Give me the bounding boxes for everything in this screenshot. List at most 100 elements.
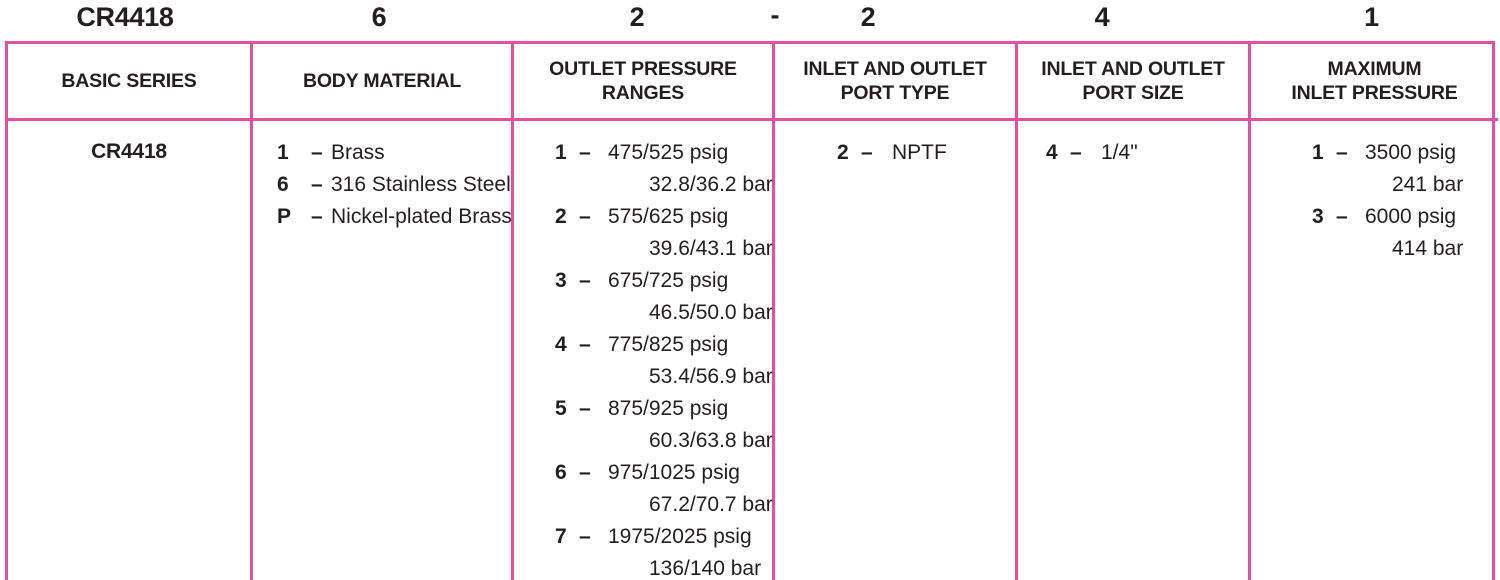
table-column-basic-series: BASIC SERIES CR4418 (8, 44, 253, 580)
option-row: 4–1/4" (1046, 137, 1248, 169)
column-header-text: INLET AND OUTLET PORT SIZE (1041, 57, 1225, 105)
option-row: 1– Brass (277, 137, 511, 169)
option-dash: – (579, 397, 591, 420)
option-list: 4–1/4" (1046, 137, 1248, 169)
option-item: 4–1/4" (1046, 137, 1248, 169)
column-header-line: PORT SIZE (1082, 82, 1184, 104)
option-label: 3500 psig (1365, 141, 1457, 164)
option-code: 2 (837, 141, 849, 164)
option-dash: – (579, 333, 591, 356)
option-code: 2 (555, 205, 567, 228)
option-code: P (277, 205, 292, 228)
option-dash: – (579, 205, 591, 228)
basic-series-value: CR4418 (91, 140, 167, 163)
option-label: Nickel-plated Brass (331, 205, 512, 228)
column-header-inlet-outlet-port-size: INLET AND OUTLET PORT SIZE (1018, 44, 1248, 121)
option-item: 2– NPTF (837, 137, 1015, 169)
column-header-line: OUTLET PRESSURE (549, 58, 737, 80)
option-code: 1 (277, 141, 289, 164)
option-label: 475/525 psig (608, 141, 729, 164)
option-sublabel: 39.6/43.1 bar (649, 237, 773, 260)
option-row: 1–475/525 psig (555, 137, 772, 169)
column-body-maximum-inlet-pressure: 1–3500 psig 241 bar 3–6000 psig 414 bar (1251, 121, 1498, 580)
option-label: 775/825 psig (608, 333, 729, 356)
table-column-inlet-outlet-port-type: INLET AND OUTLET PORT TYPE 2– NPTF (775, 44, 1018, 580)
option-list: 1– Brass 6–316 Stainless Steel P – Nickel-pla… (277, 137, 512, 233)
option-item: P – Nickel-plated Brass (277, 201, 512, 233)
option-item: 5–875/925 psig 60.3/63.8 bar (555, 393, 773, 457)
option-list: 1–3500 psig 241 bar 3–6000 psig 414 bar (1312, 137, 1498, 265)
option-code: 3 (1312, 205, 1324, 228)
column-header-line: PORT TYPE (840, 82, 950, 104)
option-row: 6–316 Stainless Steel (277, 169, 511, 201)
option-item: 4–775/825 psig 53.4/56.9 bar (555, 329, 773, 393)
option-sublabel: 32.8/36.2 bar (649, 173, 773, 196)
column-header-line: INLET AND OUTLET (803, 58, 987, 80)
column-header-text: OUTLET PRESSURE RANGES (549, 57, 737, 105)
option-list: 2– NPTF (837, 137, 1015, 169)
option-item: 7–1975/2025 psig 136/140 bar (555, 521, 772, 580)
option-dash: – (311, 205, 323, 228)
option-dash: – (861, 141, 873, 164)
option-code: 4 (1046, 141, 1058, 164)
ordering-code-strip: CR4418 6 2 2 4 1 - (0, 0, 1500, 38)
option-label: 6000 psig (1365, 205, 1457, 228)
column-header-outlet-pressure-ranges: OUTLET PRESSURE RANGES (514, 44, 772, 121)
option-dash: – (311, 173, 323, 196)
column-header-line: RANGES (601, 82, 685, 104)
option-sublabel: 414 bar (1392, 237, 1464, 260)
column-header-inlet-outlet-port-type: INLET AND OUTLET PORT TYPE (775, 44, 1015, 121)
column-header-basic-series: BASIC SERIES (8, 44, 250, 121)
option-row: 7–1975/2025 psig (555, 521, 772, 553)
ordering-code-segment: 2 (860, 2, 876, 32)
table-column-body-material: BODY MATERIAL 1– Brass 6–316 Stainless Stee… (253, 44, 514, 580)
option-item: 1–475/525 psig 32.8/36.2 bar (555, 137, 773, 201)
option-label: NPTF (892, 141, 947, 164)
ordering-code-segment: 2 (629, 2, 645, 32)
column-header-maximum-inlet-pressure: MAXIMUM INLET PRESSURE (1251, 44, 1498, 121)
option-dash: – (1336, 205, 1348, 228)
option-sublabel: 241 bar (1392, 173, 1464, 196)
option-item: 1–3500 psig 241 bar (1312, 137, 1498, 201)
ordering-code-segment: CR4418 (76, 2, 174, 32)
option-sublabel: 67.2/70.7 bar (649, 493, 773, 516)
option-row: 5–875/925 psig (555, 393, 772, 425)
option-code: 1 (555, 141, 567, 164)
option-label: Brass (331, 141, 385, 164)
option-row: 2– NPTF (837, 137, 1015, 169)
ordering-code-segment: 6 (371, 2, 387, 32)
option-item: 3–6000 psig 414 bar (1312, 201, 1498, 265)
option-code: 1 (1312, 141, 1324, 164)
option-label: 975/1025 psig (608, 461, 740, 484)
column-body-basic-series: CR4418 (8, 121, 250, 580)
option-label: 875/925 psig (608, 397, 729, 420)
option-sublabel: 53.4/56.9 bar (649, 365, 773, 388)
ordering-code-segment: 1 (1364, 2, 1379, 32)
option-code: 3 (555, 269, 567, 292)
table-column-outlet-pressure-ranges: OUTLET PRESSURE RANGES 1–475/525 psig 32.8/… (514, 44, 775, 580)
option-sublabel: 46.5/50.0 bar (649, 301, 773, 324)
option-row: 6–975/1025 psig (555, 457, 772, 489)
column-body-body-material: 1– Brass 6–316 Stainless Steel P – Nickel-pla… (253, 121, 512, 580)
option-label: 316 Stainless Steel (331, 173, 511, 196)
option-label: 1975/2025 psig (608, 525, 752, 548)
column-header-body-material: BODY MATERIAL (253, 44, 511, 121)
option-row: 3–6000 psig (1312, 201, 1498, 233)
option-sublabel: 60.3/63.8 bar (649, 429, 773, 452)
ordering-code-segment: 4 (1094, 2, 1110, 32)
option-row: 3–675/725 psig (555, 265, 772, 297)
column-header-line: INLET AND OUTLET (1041, 58, 1225, 80)
option-row: 1–3500 psig (1312, 137, 1498, 169)
option-item: 6–316 Stainless Steel (277, 169, 511, 201)
column-header-text: INLET AND OUTLET PORT TYPE (803, 57, 987, 105)
option-label: 1/4" (1101, 141, 1138, 164)
column-body-outlet-pressure-ranges: 1–475/525 psig 32.8/36.2 bar 2–575/625 psi… (514, 121, 773, 580)
option-code: 6 (277, 173, 289, 196)
option-code: 7 (555, 525, 567, 548)
ordering-code-separator: - (770, 0, 780, 30)
option-dash: – (1070, 141, 1082, 164)
option-sublabel: 136/140 bar (649, 557, 762, 580)
option-row: P – Nickel-plated Brass (277, 201, 512, 233)
option-item: 2–575/625 psig 39.6/43.1 bar (555, 201, 773, 265)
